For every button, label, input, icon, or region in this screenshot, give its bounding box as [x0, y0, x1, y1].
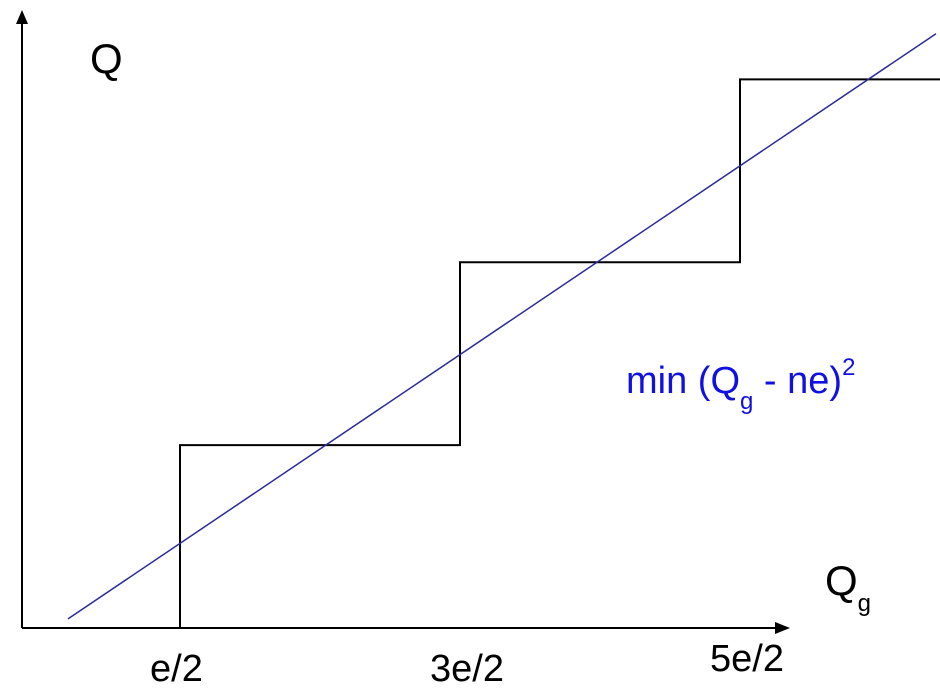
y-axis-arrow-icon [16, 10, 28, 24]
annotation-sup: 2 [842, 354, 856, 381]
x-axis-arrow-icon [775, 622, 790, 634]
annotation-sub: g [740, 388, 754, 415]
annotation-middle: - ne) [753, 360, 843, 402]
x-tick-label: e/2 [150, 648, 203, 690]
min-annotation: min (Qg - ne)2 [626, 356, 855, 414]
linear-fit-series-line [67, 33, 937, 620]
y-axis-label: Q [90, 35, 123, 82]
x-tick-label: 5e/2 [710, 638, 784, 680]
staircase-series-line [179, 78, 940, 628]
x-axis-label-sub: g [857, 590, 872, 617]
axes [16, 10, 790, 634]
x-tick-label: 3e/2 [430, 648, 504, 690]
annotation-prefix: min (Q [626, 360, 740, 402]
x-axis-label: Qg [825, 557, 871, 616]
series-layer [67, 33, 940, 628]
x-axis-label-main: Q [825, 557, 858, 604]
